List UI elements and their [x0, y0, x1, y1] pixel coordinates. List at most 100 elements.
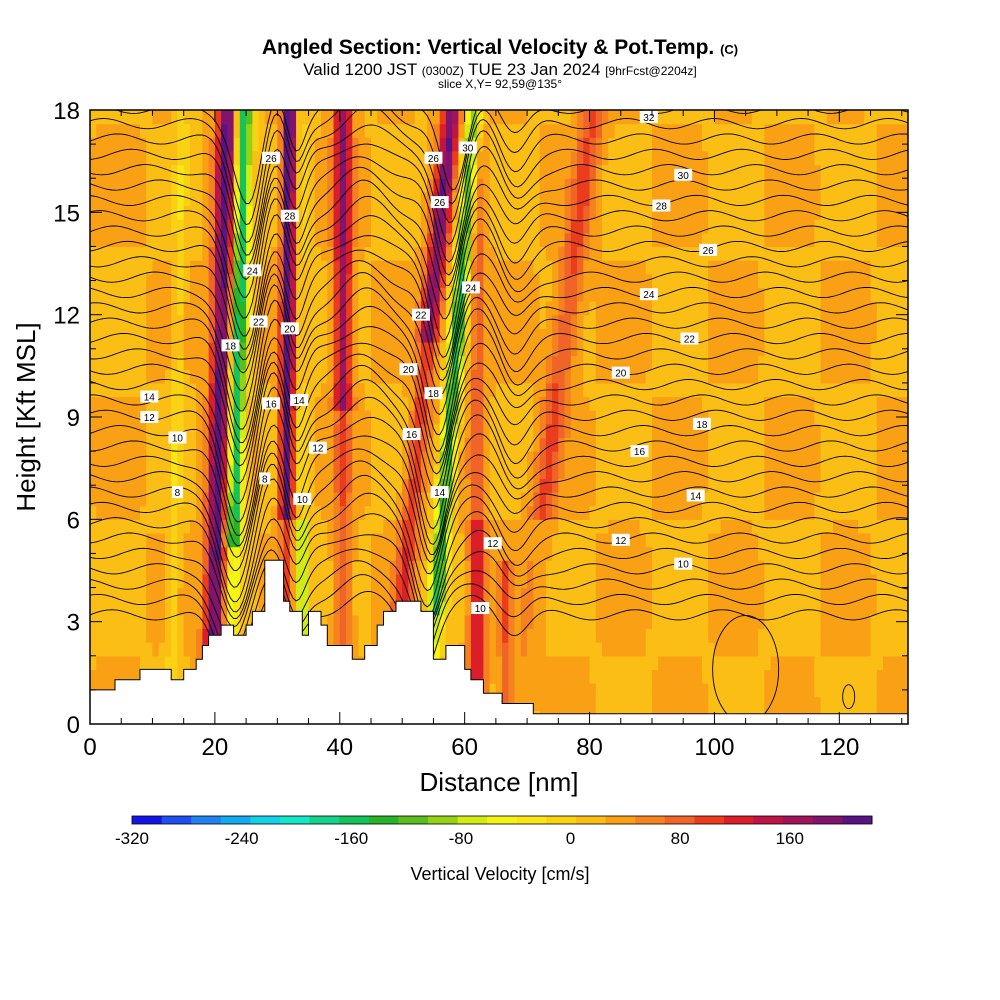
field-cell [358, 219, 366, 234]
field-cell [227, 191, 235, 207]
field-cell [233, 587, 241, 602]
field-cell [683, 655, 691, 671]
field-cell [658, 464, 666, 479]
field-cell [608, 219, 616, 234]
field-cell [339, 273, 347, 288]
field-cell [96, 369, 104, 384]
field-cell [108, 587, 116, 602]
field-cell [352, 464, 360, 479]
field-cell [483, 110, 491, 125]
field-cell [689, 573, 697, 589]
field-cell [196, 614, 203, 630]
field-cell [589, 437, 597, 452]
field-cell [520, 382, 528, 398]
field-cell [164, 137, 172, 152]
field-cell [633, 260, 641, 275]
field-cell [477, 396, 484, 411]
field-cell [770, 451, 778, 466]
field-cell [358, 601, 366, 616]
field-cell [508, 437, 516, 452]
field-cell [233, 137, 241, 152]
field-cell [289, 546, 297, 561]
field-cell [189, 614, 197, 630]
field-cell [502, 601, 509, 616]
field-cell [483, 232, 491, 248]
field-cell [614, 396, 622, 411]
field-cell [483, 137, 491, 152]
field-cell [514, 260, 522, 275]
field-cell [246, 464, 253, 479]
field-cell [608, 683, 616, 698]
field-cell [733, 314, 740, 329]
field-cell [477, 314, 484, 329]
field-cell [246, 137, 253, 152]
field-cell [227, 301, 235, 316]
field-cell [620, 437, 628, 452]
field-cell [271, 532, 278, 548]
field-cell [302, 314, 310, 329]
field-cell [695, 110, 703, 125]
field-cell [651, 587, 659, 602]
field-cell [689, 369, 697, 384]
field-cell [252, 464, 260, 479]
field-cell [458, 573, 466, 589]
field-cell [164, 601, 172, 616]
field-cell [527, 369, 534, 384]
field-cell [383, 451, 391, 466]
field-cell [495, 191, 503, 207]
field-cell [477, 164, 484, 179]
field-cell [508, 150, 516, 166]
field-cell [533, 655, 541, 671]
field-cell [477, 560, 484, 575]
field-cell [670, 560, 678, 575]
field-cell [420, 492, 428, 507]
field-cell [346, 560, 353, 575]
field-cell [420, 601, 428, 616]
field-cell [776, 369, 784, 384]
field-cell [271, 451, 278, 466]
field-cell [208, 287, 216, 302]
field-cell [308, 287, 316, 302]
field-cell [183, 642, 191, 657]
field-cell [539, 110, 547, 125]
field-cell [502, 669, 509, 684]
field-cell [470, 560, 478, 575]
field-cell [183, 560, 191, 575]
field-cell [377, 382, 385, 398]
field-cell [720, 423, 728, 439]
field-cell [495, 587, 503, 602]
field-cell [196, 464, 203, 479]
field-cell [333, 478, 341, 493]
field-cell [602, 205, 609, 220]
field-cell [627, 464, 634, 479]
field-cell [196, 341, 203, 357]
field-cell [627, 287, 634, 302]
field-cell [133, 382, 141, 398]
field-cell [708, 110, 716, 125]
field-cell [227, 492, 235, 507]
field-cell [745, 519, 753, 534]
field-cell [133, 369, 141, 384]
field-cell [389, 451, 397, 466]
field-cell [683, 110, 691, 125]
field-cell [296, 328, 303, 343]
field-cell [608, 614, 616, 630]
field-cell [352, 246, 360, 261]
field-cell [726, 492, 734, 507]
field-cell [558, 464, 566, 479]
field-cell [171, 628, 179, 643]
field-cell [171, 451, 179, 466]
field-cell [352, 382, 360, 398]
field-cell [627, 573, 634, 589]
field-cell [776, 341, 784, 357]
field-cell [514, 396, 522, 411]
field-cell [627, 560, 634, 575]
field-cell [96, 137, 104, 152]
field-cell [121, 437, 129, 452]
field-cell [121, 137, 129, 152]
field-cell [314, 219, 322, 234]
field-cell [539, 519, 547, 534]
field-cell [758, 669, 765, 684]
field-cell [296, 437, 303, 452]
field-cell [714, 191, 722, 207]
